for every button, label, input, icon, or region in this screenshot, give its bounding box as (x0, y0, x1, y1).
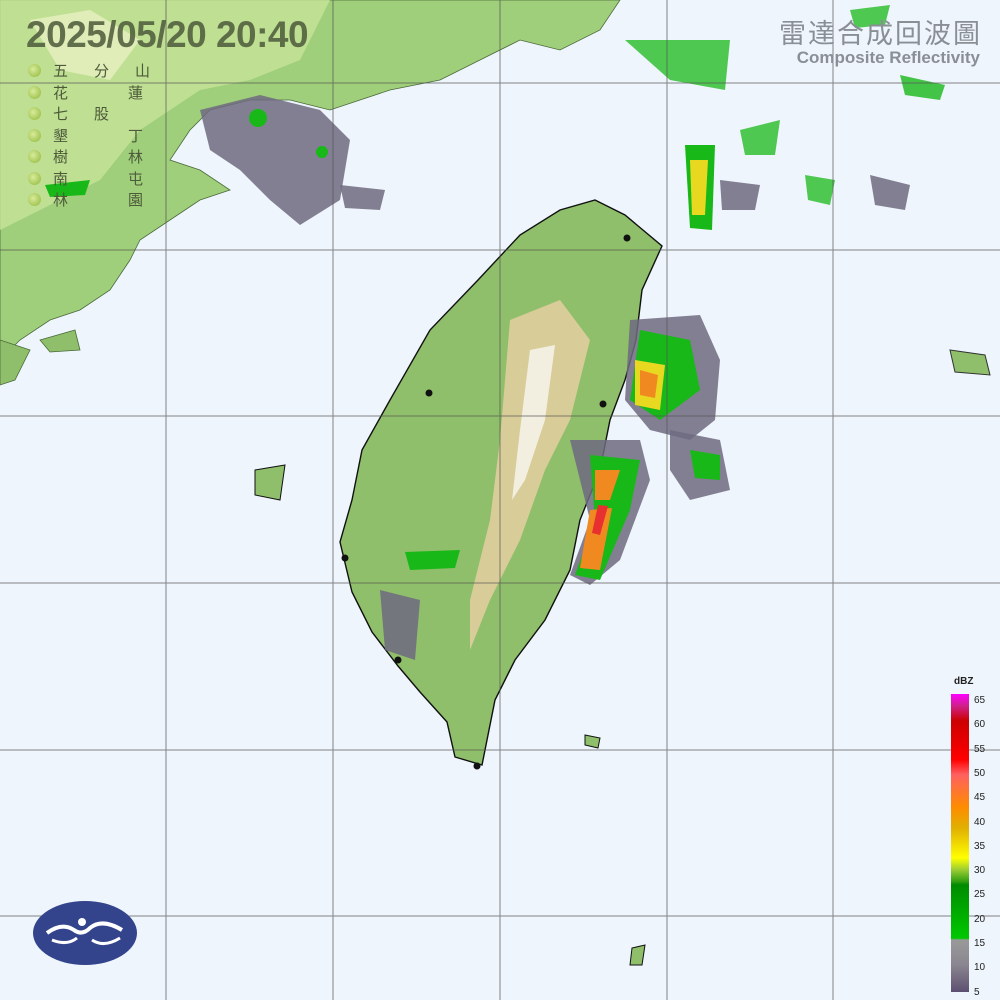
legend-tick-label: 65 (974, 695, 986, 706)
radar-station-markers (341, 234, 631, 770)
legend-tick-label: 5 (974, 986, 980, 998)
legend-tick-label: 45 (974, 792, 986, 804)
legend-tick-label: 25 (974, 889, 986, 901)
station-item: 墾丁 (28, 125, 143, 147)
station-status-icon (28, 171, 41, 185)
station-status-icon (28, 85, 41, 99)
radar-echo-east-taiwan (380, 5, 945, 660)
station-item: 花蓮 (28, 82, 143, 104)
legend-tick-label: 10 (974, 962, 986, 974)
cwa-logo (33, 901, 137, 965)
station-item: 五分山 (28, 60, 150, 82)
title-chinese: 雷達合成回波圖 (779, 19, 982, 49)
dbz-color-legend: dBZ 65 60 55 50 45 40 35 30 25 20 15 10 5 (944, 676, 1000, 1000)
station-item: 林園 (28, 189, 143, 211)
timestamp: 2025/05/20 20:40 (26, 14, 309, 55)
legend-tick-label: 55 (974, 743, 986, 755)
station-list: 五分山 花蓮 七股 墾丁 樹林 南屯 林園 (28, 60, 150, 211)
station-status-icon (28, 128, 41, 142)
legend-tick-label: 50 (974, 767, 986, 779)
legend-tick-label: 60 (974, 719, 986, 731)
station-item: 樹林 (28, 146, 143, 168)
legend-tick-label: 40 (974, 816, 986, 828)
station-item: 南屯 (28, 168, 143, 190)
station-status-icon (28, 193, 41, 207)
radar-echo-northwest (45, 95, 385, 225)
legend-tick-label: 35 (974, 840, 986, 852)
station-item: 七股 (28, 103, 125, 125)
legend-tick-label: 15 (974, 938, 986, 949)
station-status-icon (28, 107, 41, 121)
legend-color-bar (951, 694, 969, 992)
legend-unit: dBZ (954, 676, 974, 687)
station-status-icon (28, 64, 41, 78)
legend-tick-label: 20 (974, 913, 986, 925)
legend-tick-label: 30 (974, 865, 986, 877)
station-status-icon (28, 150, 41, 164)
title-english: Composite Reflectivity (796, 48, 980, 67)
